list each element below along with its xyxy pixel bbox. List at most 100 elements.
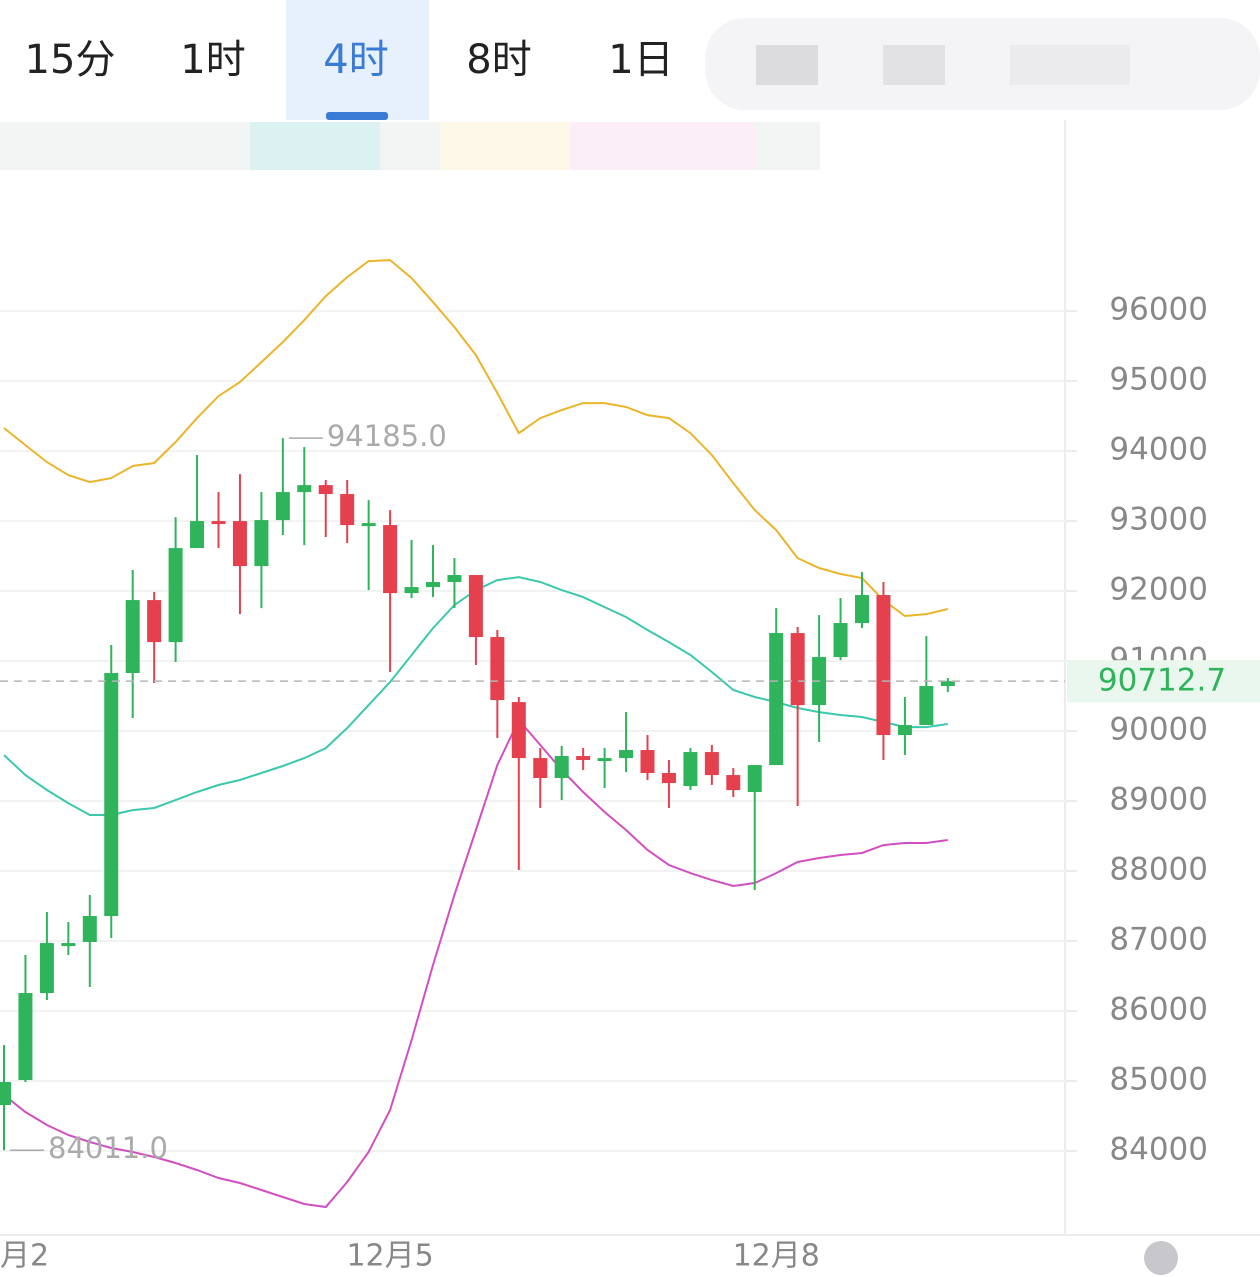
- candle-body: [125, 600, 140, 674]
- blur-strip: [250, 122, 380, 170]
- candle-body: [361, 523, 376, 527]
- candle-body: [190, 521, 205, 549]
- last-price-label: 90712.7: [1098, 663, 1226, 699]
- candle-body: [769, 633, 784, 766]
- y-tick-label: 93000: [1109, 502, 1208, 538]
- candle: [18, 955, 33, 1082]
- annotation-label: 84011.0: [48, 1131, 168, 1165]
- timeframe-tab[interactable]: 1时: [180, 37, 245, 83]
- candle: [0, 1045, 11, 1151]
- candle-body: [61, 943, 76, 947]
- candle: [318, 480, 333, 538]
- candle-body: [661, 773, 676, 784]
- candle: [855, 572, 869, 629]
- candle-body: [0, 1081, 11, 1106]
- candle: [147, 592, 162, 684]
- candle: [447, 558, 462, 609]
- candle-body: [104, 673, 119, 917]
- candle: [275, 438, 290, 536]
- candle: [683, 748, 698, 791]
- candle: [490, 630, 505, 739]
- y-tick-label: 86000: [1109, 992, 1208, 1028]
- candle: [661, 760, 676, 809]
- candle-body: [597, 758, 612, 762]
- candle-body: [554, 756, 569, 779]
- candle: [190, 455, 205, 549]
- candle-body: [447, 575, 462, 583]
- candle-body: [897, 725, 912, 736]
- candle: [876, 582, 891, 761]
- candle: [340, 480, 355, 544]
- candle: [640, 735, 655, 781]
- candle: [576, 748, 591, 771]
- candle-body: [511, 702, 526, 759]
- candle: [254, 492, 269, 609]
- y-tick-label: 89000: [1109, 782, 1208, 818]
- candle: [704, 745, 719, 786]
- candle-body: [533, 758, 548, 779]
- timeframe-tab[interactable]: 4时: [323, 37, 388, 83]
- candle-body: [490, 637, 505, 701]
- candle: [747, 765, 762, 891]
- candle: [168, 517, 183, 663]
- band-line: [3, 259, 949, 618]
- candle: [790, 627, 805, 807]
- logo-icon: [1144, 1241, 1178, 1275]
- candle: [426, 545, 440, 598]
- candle-body: [275, 492, 290, 521]
- candle: [104, 645, 119, 939]
- candle: [769, 608, 784, 766]
- y-tick-label: 87000: [1109, 922, 1208, 958]
- candle: [897, 697, 912, 756]
- timeframe-tab[interactable]: 1日: [608, 37, 673, 83]
- blur-block: [1010, 45, 1130, 85]
- candle: [404, 540, 419, 599]
- candle-body: [876, 595, 891, 736]
- timeframe-tab[interactable]: 8时: [466, 37, 531, 83]
- timeframe-tab[interactable]: 15分: [25, 37, 116, 83]
- blur-panel: [705, 18, 1260, 110]
- candle: [833, 598, 848, 661]
- blur-block: [756, 45, 818, 85]
- candle: [232, 474, 247, 615]
- candle-body: [833, 623, 848, 658]
- candle-body: [297, 485, 312, 493]
- candle-body: [340, 494, 355, 526]
- candle-body: [726, 775, 741, 791]
- candle-body: [855, 595, 869, 624]
- candle-body: [940, 681, 955, 687]
- candle-body: [254, 520, 269, 567]
- candle: [597, 748, 612, 789]
- y-tick-label: 96000: [1109, 292, 1208, 328]
- x-tick-label: 月2: [0, 1239, 49, 1274]
- candle: [533, 748, 548, 809]
- candle-body: [211, 521, 226, 525]
- candle-body: [18, 993, 33, 1081]
- candle: [361, 500, 376, 591]
- candle-body: [168, 548, 183, 643]
- candle-body: [640, 750, 655, 774]
- x-tick-label: 12月5: [346, 1239, 433, 1274]
- blur-strip: [570, 122, 755, 170]
- candle-body: [82, 916, 97, 943]
- y-tick-label: 84000: [1109, 1132, 1208, 1168]
- y-tick-label: 90000: [1109, 712, 1208, 748]
- active-tab-bg: [286, 0, 429, 120]
- candle: [61, 922, 76, 956]
- blur-block: [883, 45, 945, 85]
- candle: [468, 575, 483, 666]
- y-tick-label: 94000: [1109, 432, 1208, 468]
- candle-body: [426, 582, 440, 588]
- grid: [0, 310, 1065, 1153]
- y-tick-label: 95000: [1109, 362, 1208, 398]
- candle: [940, 678, 955, 693]
- candle-body: [919, 686, 934, 726]
- blurred-header: [0, 18, 1260, 170]
- candle-body: [747, 765, 762, 793]
- candle-body: [790, 633, 805, 706]
- candle-body: [619, 750, 634, 759]
- last-price-box: [1067, 660, 1260, 703]
- candle-body: [147, 600, 162, 643]
